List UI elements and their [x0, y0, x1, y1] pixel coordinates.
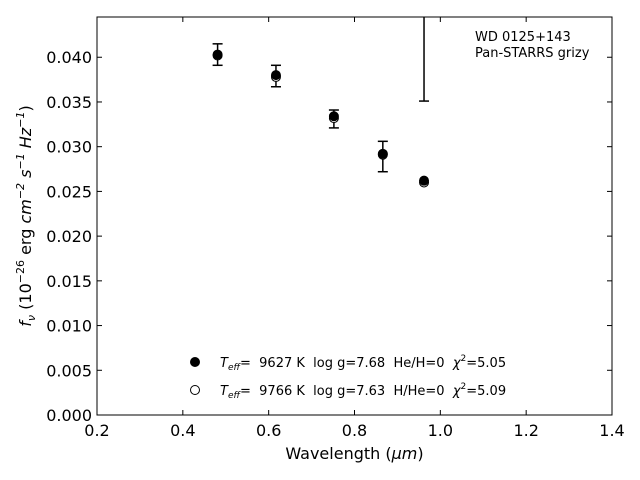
model-point-he [212, 49, 223, 60]
legend-marker-filled [190, 357, 200, 367]
y-tick-label: 0.005 [46, 361, 92, 380]
y-tick-label: 0.000 [46, 406, 92, 425]
y-axis-title: fν (10−26 erg cm−2 s−1 Hz−1) [14, 105, 38, 326]
x-tick-label: 1.0 [428, 421, 453, 440]
x-tick-label: 0.8 [342, 421, 367, 440]
model-point-he [328, 111, 339, 122]
x-tick-label: 0.4 [170, 421, 195, 440]
y-tick-label: 0.035 [46, 93, 92, 112]
annotation-target-name: WD 0125+143 [475, 30, 571, 45]
x-tick-label: 1.2 [513, 421, 538, 440]
legend-marker-open [190, 385, 200, 395]
legend-label-he-model: Teff= 9627 K log g=7.68 He/H=0 χ2=5.05 [220, 354, 506, 373]
plot-area: 0.2 0.4 0.6 0.8 1.0 1.2 1.4 0.0000.0050.0100.0… [46, 16, 625, 440]
legend: Teff= 9627 K log g=7.68 He/H=0 χ2=5.05 T… [190, 354, 506, 401]
model-point-he [377, 148, 388, 159]
model-point-he [419, 175, 430, 186]
y-axis: 0.000 0.005 0.010 0.015 0.020 0.025 0.030 0.035… [46, 48, 612, 425]
y-tick-label: 0.040 [46, 48, 92, 67]
y-tick-label: 0.015 [46, 272, 92, 291]
y-tick-label: 0.025 [46, 182, 92, 201]
x-tick-label: 1.4 [599, 421, 624, 440]
annotation-photometry: Pan-STARRS grizy [475, 46, 590, 61]
y-tick-label: 0.010 [46, 317, 92, 336]
x-axis-title: Wavelength (μm) [285, 444, 423, 463]
model-point-he [270, 70, 281, 81]
y-tick-label: 0.030 [46, 138, 92, 157]
error-bars [212, 17, 430, 173]
x-tick-label: 0.6 [256, 421, 281, 440]
x-tick-label: 0.2 [84, 421, 109, 440]
legend-label-h-model: Teff= 9766 K log g=7.63 H/He=0 χ2=5.09 [220, 382, 506, 401]
y-tick-label: 0.020 [46, 227, 92, 246]
data-markers [212, 49, 430, 188]
x-axis: 0.2 0.4 0.6 0.8 1.0 1.2 1.4 [84, 17, 625, 440]
